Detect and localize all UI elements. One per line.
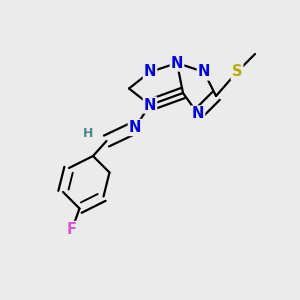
Text: S: S <box>232 64 242 80</box>
Text: F: F <box>67 222 77 237</box>
Text: H: H <box>83 127 94 140</box>
Text: N: N <box>171 56 183 70</box>
Text: N: N <box>144 64 156 80</box>
Text: N: N <box>144 98 156 112</box>
Text: N: N <box>192 106 204 122</box>
Text: N: N <box>198 64 210 80</box>
Text: N: N <box>129 120 141 135</box>
